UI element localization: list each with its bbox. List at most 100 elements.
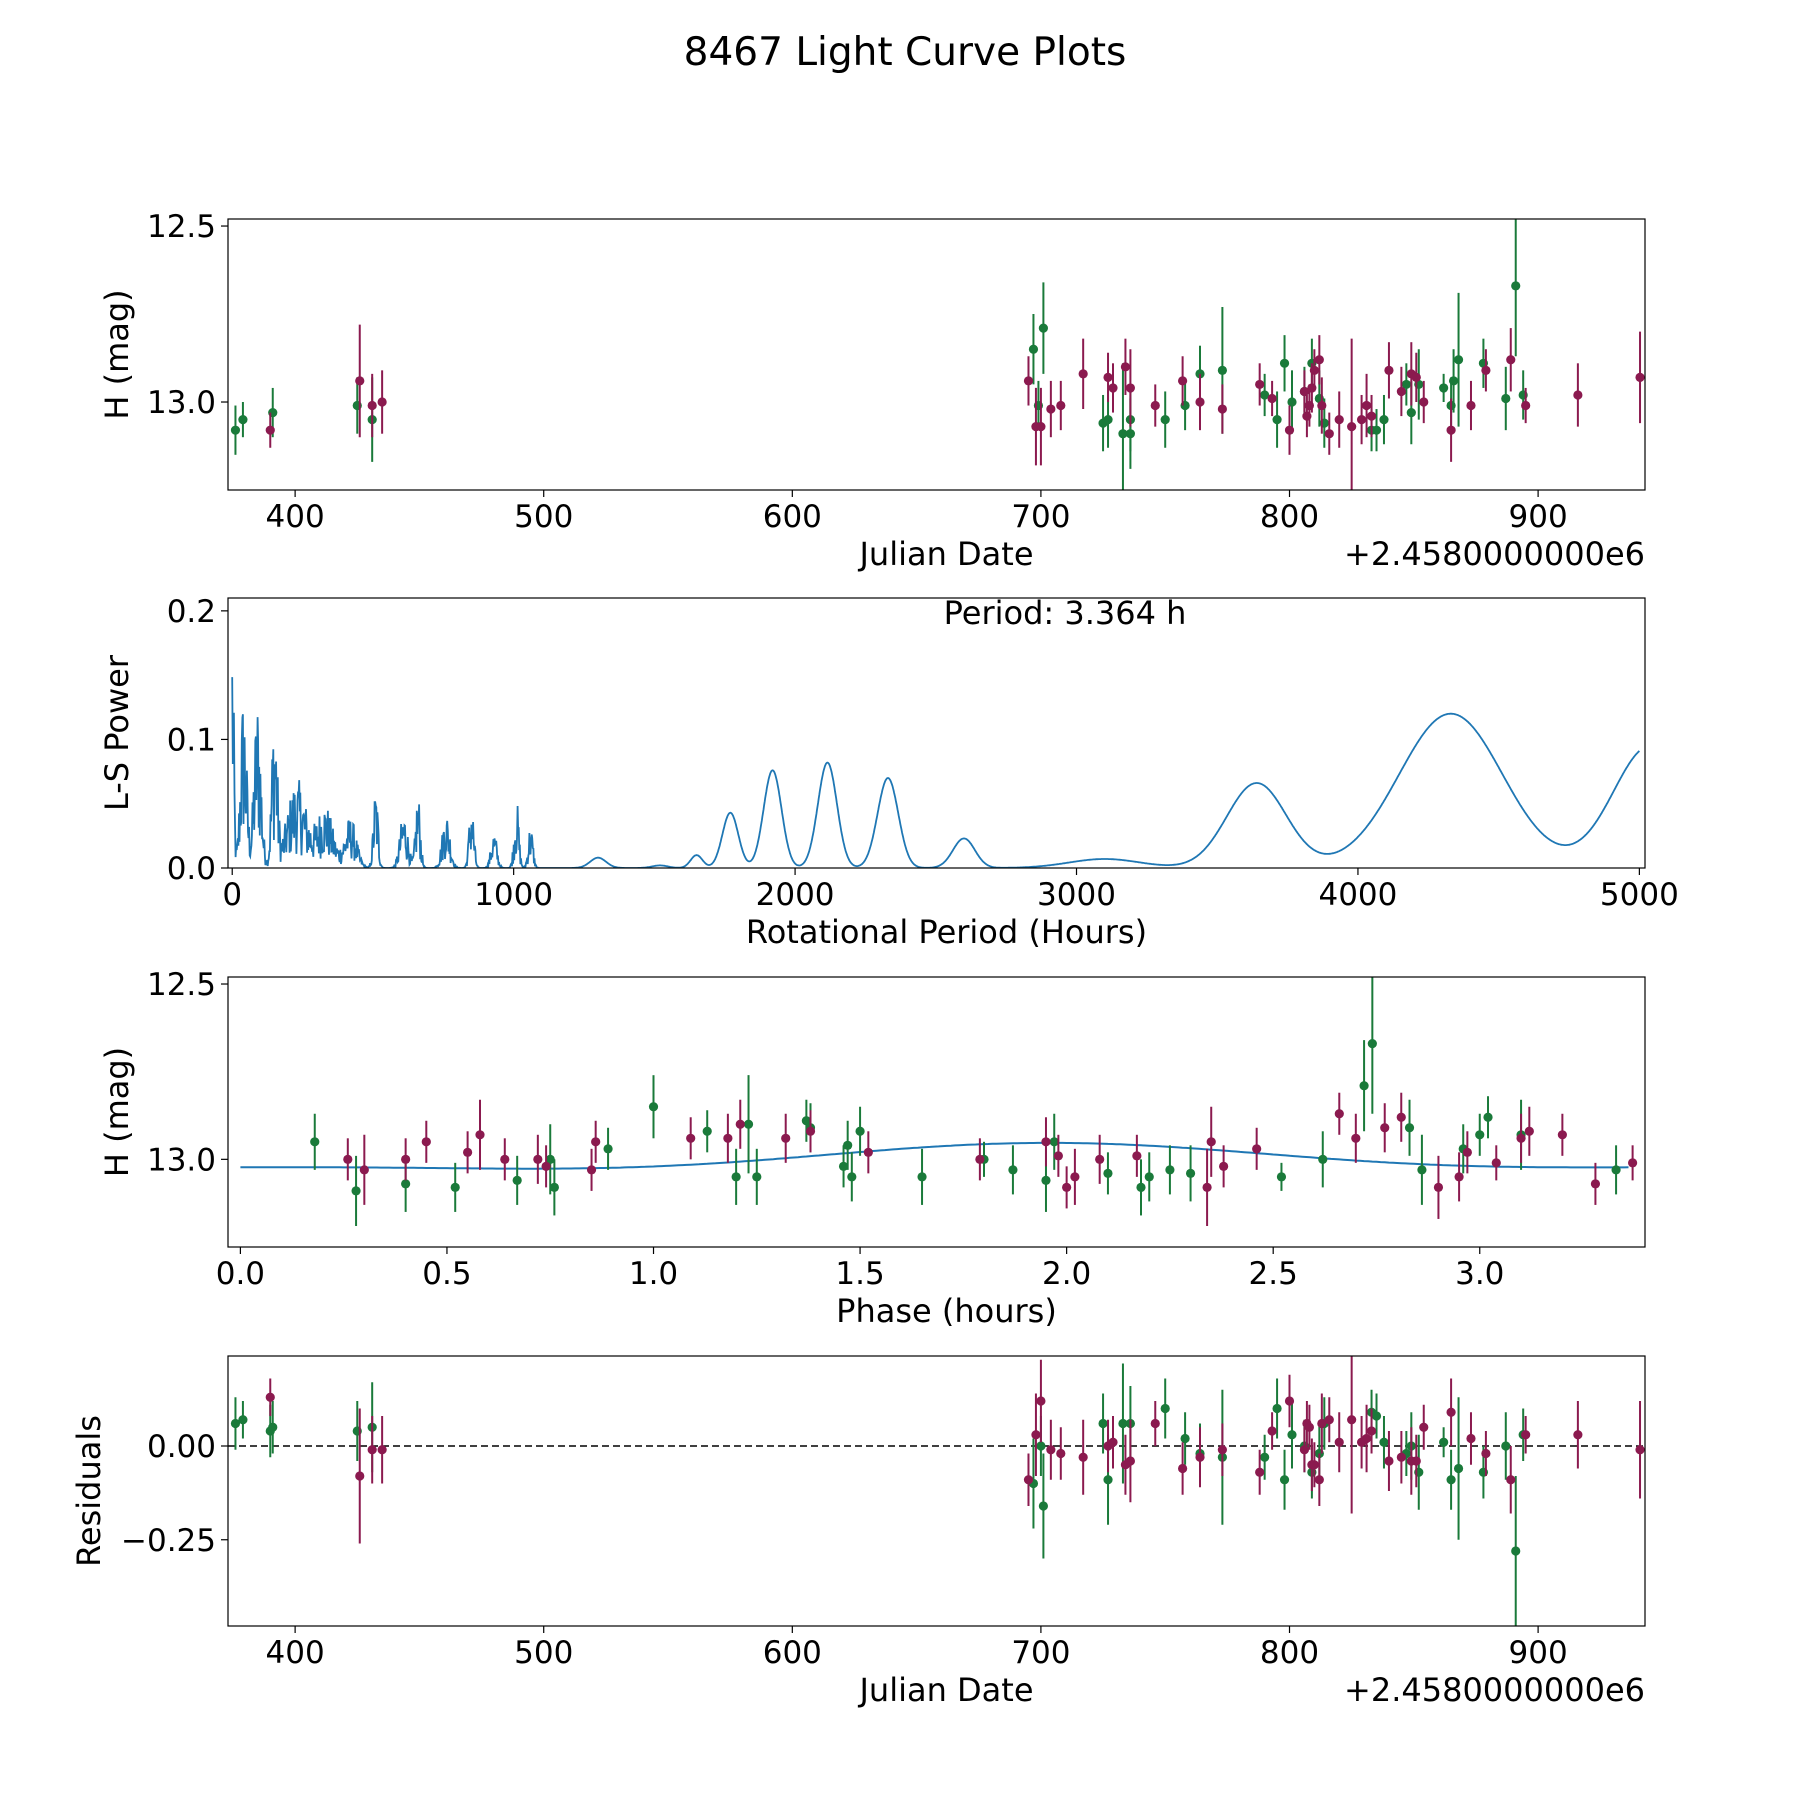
data-point: [1272, 415, 1282, 425]
x-tick-label: 700: [1011, 499, 1070, 535]
data-point: [1628, 1158, 1638, 1168]
data-point: [1023, 1475, 1034, 1485]
data-point: [1521, 1430, 1531, 1440]
data-point: [1462, 1147, 1472, 1157]
data-point: [230, 1418, 241, 1429]
data-point: [1118, 429, 1128, 439]
data-point: [1635, 372, 1645, 382]
data-point: [1108, 1437, 1118, 1447]
x-tick-label: 1.5: [835, 1256, 884, 1292]
data-point: [1347, 1415, 1357, 1425]
data-point: [1132, 1151, 1142, 1161]
data-point: [1049, 1137, 1059, 1147]
x-tick-label: 700: [1011, 1635, 1070, 1671]
axes-frame: [227, 218, 1646, 491]
data-point: [1516, 1133, 1526, 1143]
data-point: [1299, 1445, 1310, 1455]
x-tick-label: 3000: [1037, 877, 1116, 913]
axes-frame: [227, 597, 1646, 869]
data-point: [1361, 1433, 1372, 1444]
x-tick-label: 1.0: [629, 1256, 678, 1292]
data-point: [1396, 1452, 1406, 1462]
data-point: [1314, 1475, 1324, 1485]
x-tick-label: 800: [1260, 499, 1319, 535]
data-point: [1318, 1154, 1328, 1164]
data-point: [1483, 1112, 1493, 1122]
data-point: [1195, 1452, 1205, 1462]
data-point: [1334, 1109, 1344, 1119]
data-point: [1361, 400, 1372, 411]
x-tick-label: 500: [514, 1635, 573, 1671]
data-point: [1078, 1452, 1088, 1462]
data-point: [1160, 415, 1170, 425]
data-point: [1454, 1172, 1464, 1182]
series-filter-green: [230, 219, 1528, 490]
data-point: [1466, 1433, 1476, 1444]
data-point: [1314, 355, 1324, 365]
data-point: [1276, 1172, 1287, 1182]
data-point: [1366, 411, 1377, 421]
data-point: [1491, 1158, 1501, 1168]
data-point: [238, 415, 248, 425]
data-point: [1103, 415, 1113, 425]
data-point: [1036, 1441, 1046, 1451]
x-tick-label: 900: [1509, 1635, 1568, 1671]
data-point: [1150, 400, 1160, 411]
data-point: [1334, 1437, 1344, 1447]
data-point: [367, 1445, 377, 1455]
data-point: [723, 1133, 733, 1143]
y-tick-label: −0.25: [121, 1523, 216, 1559]
plot-area: [230, 219, 1645, 490]
data-point: [1481, 365, 1491, 375]
y-axis-label: Residuals: [70, 1415, 108, 1567]
data-point: [1031, 1430, 1041, 1440]
data-point: [1284, 425, 1295, 435]
data-point: [1046, 404, 1056, 414]
data-point: [1287, 397, 1297, 407]
data-point: [1279, 1475, 1290, 1485]
plot-area: [240, 977, 1638, 1226]
data-point: [1611, 1165, 1621, 1175]
series-filter-purple: [343, 1092, 1638, 1226]
data-point: [310, 1137, 320, 1147]
data-point: [1150, 1418, 1160, 1429]
x-tick-label: 2.0: [1042, 1256, 1091, 1292]
data-point: [1185, 1168, 1196, 1178]
data-point: [702, 1126, 712, 1136]
data-point: [1524, 1126, 1534, 1136]
y-tick-label: 0.2: [167, 594, 216, 630]
light-curve-panel: 400 500 600 700 800 900 13.0 12.5 Julian Date H (…: [98, 209, 1646, 573]
x-tick-label: 2000: [756, 877, 835, 913]
phase-folded-panel: 0.0 0.5 1.0 1.5 2.0 2.5 3.0 13.0 12.5 Phase (hour…: [98, 967, 1646, 1330]
y-tick-label: 0.1: [167, 722, 216, 758]
data-point: [838, 1161, 849, 1171]
data-point: [855, 1126, 865, 1136]
data-point: [1453, 355, 1464, 365]
y-axis-label: H (mag): [98, 1047, 136, 1177]
data-point: [1347, 422, 1357, 432]
x-tick-label: 600: [763, 1635, 822, 1671]
data-point: [1379, 415, 1389, 425]
x-axis-label: Julian Date: [857, 1671, 1033, 1709]
data-point: [1260, 1452, 1270, 1462]
data-point: [1466, 400, 1476, 411]
data-point: [586, 1165, 597, 1175]
x-tick-label: 5000: [1600, 877, 1679, 913]
data-point: [377, 397, 387, 407]
data-point: [1635, 1445, 1645, 1455]
data-point: [1078, 369, 1088, 379]
data-point: [1448, 376, 1459, 386]
data-point: [1202, 1182, 1212, 1192]
series-filter-green: [310, 977, 1621, 1226]
series-filter-purple: [265, 324, 1645, 490]
x-tick-label: 1000: [474, 877, 553, 913]
data-point: [1446, 1475, 1456, 1485]
data-point: [1384, 1456, 1394, 1466]
x-tick-label: 500: [514, 499, 573, 535]
x-tick-label: 600: [763, 499, 822, 535]
data-point: [230, 425, 241, 435]
data-point: [1206, 1137, 1216, 1147]
data-point: [1023, 376, 1034, 386]
data-point: [1396, 386, 1406, 397]
data-point: [847, 1172, 857, 1182]
